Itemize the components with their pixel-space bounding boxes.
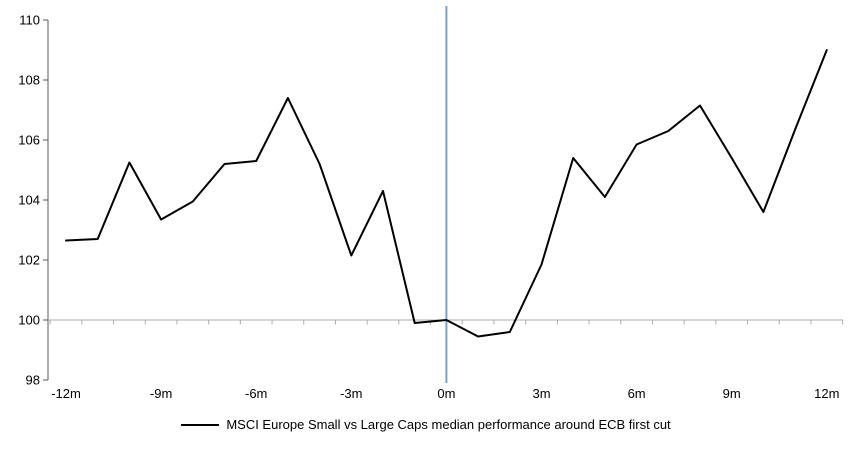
y-tick-label: 110 bbox=[19, 13, 40, 28]
series-line bbox=[65, 49, 828, 338]
legend: MSCI Europe Small vs Large Caps median p… bbox=[0, 417, 852, 432]
x-tick-label: 3m bbox=[532, 386, 550, 401]
x-tick-label: -9m bbox=[150, 386, 172, 401]
y-tick-label: 106 bbox=[18, 133, 40, 148]
y-tick-label: 104 bbox=[18, 193, 40, 208]
series-polyline bbox=[65, 49, 828, 338]
y-tick-label: 98 bbox=[26, 373, 40, 388]
y-tick-label: 108 bbox=[18, 73, 40, 88]
x-tick-label: 9m bbox=[723, 386, 741, 401]
x-tick-label: -12m bbox=[51, 386, 81, 401]
x-tick-label: 0m bbox=[437, 386, 455, 401]
y-tick-label: 100 bbox=[18, 313, 40, 328]
x-tick-label: -6m bbox=[245, 386, 267, 401]
y-axis: 110 108 106 104 102 100 98 bbox=[18, 13, 49, 388]
x-tick-label: -3m bbox=[340, 386, 362, 401]
x-tick-label: 12m bbox=[814, 386, 839, 401]
legend-line-swatch bbox=[181, 423, 220, 426]
y-tick-label: 102 bbox=[18, 253, 40, 268]
legend-label: MSCI Europe Small vs Large Caps median p… bbox=[226, 417, 671, 432]
x-tick-label: 6m bbox=[628, 386, 646, 401]
